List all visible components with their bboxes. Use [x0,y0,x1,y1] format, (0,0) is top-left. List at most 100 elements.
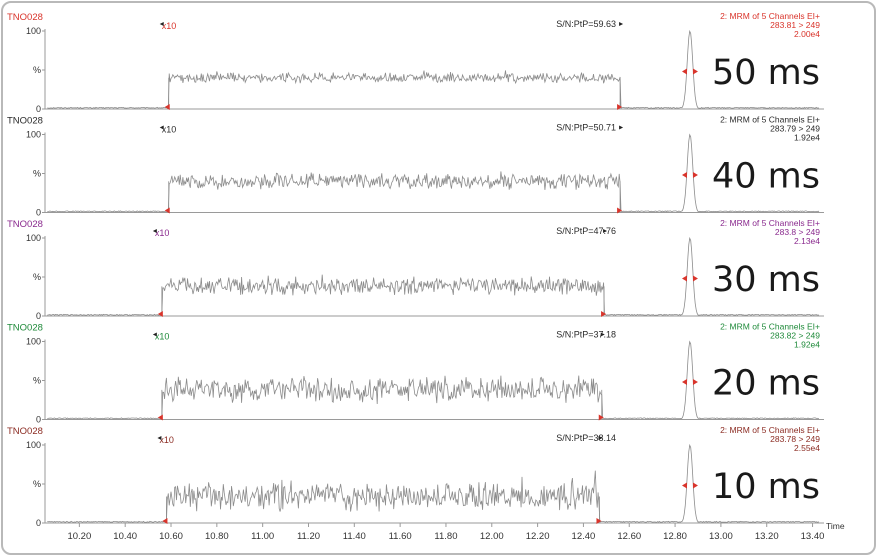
sn-value: S/N:PtP=50.71 [556,123,616,133]
zoom-label: x10 [162,21,177,31]
zoom-end-arrow [598,436,603,440]
x-axis-label: Time [826,521,845,531]
peak-left-marker [681,275,687,282]
peak-right-marker [692,275,698,282]
transition-label: 283.8 > 249 [775,227,820,237]
y-tick-label: % [33,169,41,179]
y-tick-label: 100 [26,337,41,347]
peak-left-marker [681,172,687,179]
y-tick-label: 0 [36,311,41,321]
zoom-marker-arrow [152,332,157,337]
intensity-label: 2.55e4 [794,443,820,453]
integration-start-marker [164,104,170,110]
y-tick-label: 0 [36,104,41,114]
dwell-time-label: 40 ms [712,157,820,197]
zoom-marker-arrow [159,125,164,130]
zoom-end-arrow [619,22,624,26]
y-tick-label: 0 [36,208,41,218]
transition-label: 283.82 > 249 [770,331,820,341]
integration-end-marker [596,518,602,524]
zoom-marker-arrow [152,229,157,233]
zoom-end-arrow [600,332,605,337]
channel-label: 2: MRM of 5 Channels EI+ [720,218,820,228]
intensity-label: 1.92e4 [794,340,820,350]
peak-right-marker [692,379,698,386]
x-tick-label: 13.00 [709,531,733,542]
x-tick-label: 12.40 [572,531,596,542]
zoom-label: x10 [155,228,170,238]
integration-start-marker [162,518,168,524]
chromatogram-trace [47,236,820,316]
chromatogram-trace [47,340,820,420]
x-tick-label: 12.20 [526,531,550,542]
sn-value: S/N:PtP=47.76 [556,226,616,236]
chromatogram-trace [47,133,820,213]
x-tick-label: 13.40 [801,531,825,542]
transition-label: 283.79 > 249 [770,124,820,134]
peak-left-marker [681,379,687,386]
y-tick-label: % [33,479,41,489]
zoom-label: x10 [159,435,174,445]
integration-end-marker [598,414,604,421]
peak-left-marker [681,482,687,489]
sample-label: TNO028 [7,116,43,127]
x-tick-label: 11.00 [251,531,274,542]
y-tick-label: 100 [26,26,41,36]
y-tick-label: 100 [26,233,41,243]
intensity-label: 1.92e4 [794,133,820,143]
intensity-label: 2.13e4 [794,236,820,246]
sample-label: TNO028 [7,219,43,230]
zoom-label: x10 [155,332,170,342]
dwell-time-label: 50 ms [712,53,820,93]
y-tick-label: % [33,65,41,75]
x-tick-label: 12.80 [663,531,687,542]
dwell-time-label: 30 ms [712,260,820,300]
peak-right-marker [692,68,698,75]
zoom-end-arrow [603,229,608,233]
y-tick-label: 100 [26,440,41,450]
y-tick-label: 100 [26,130,41,140]
y-tick-label: 0 [36,415,41,425]
zoom-end-arrow [619,125,624,130]
y-tick-label: 0 [36,518,41,528]
dwell-time-label: 20 ms [712,364,820,404]
x-tick-label: 10.20 [67,531,91,542]
sample-label: TNO028 [7,323,43,334]
integration-start-marker [164,207,170,214]
sn-value: S/N:PtP=37.18 [556,330,616,340]
channel-label: 2: MRM of 5 Channels EI+ [720,322,820,332]
x-tick-label: 12.60 [617,531,641,542]
chromatogram-trace [47,29,820,109]
integration-end-marker [601,311,607,317]
sn-value: S/N:PtP=38.14 [556,433,616,443]
channel-label: 2: MRM of 5 Channels EI+ [720,425,820,435]
y-tick-label: % [33,376,41,386]
intensity-label: 2.00e4 [794,29,820,39]
x-tick-label: 11.20 [297,531,320,542]
transition-label: 283.81 > 249 [770,20,820,30]
peak-right-marker [692,482,698,489]
integration-start-marker [157,311,163,317]
sample-label: TNO028 [7,12,43,23]
zoom-marker-arrow [159,22,164,26]
x-tick-label: 10.80 [205,531,229,542]
x-tick-label: 11.40 [343,531,366,542]
chromatogram-trace [47,443,820,523]
transition-label: 283.78 > 249 [770,434,820,444]
peak-left-marker [681,68,687,75]
sn-value: S/N:PtP=59.63 [556,19,616,29]
x-tick-label: 10.60 [159,531,183,542]
x-tick-label: 12.00 [480,531,504,542]
y-tick-label: % [33,272,41,282]
x-tick-label: 13.20 [755,531,779,542]
channel-label: 2: MRM of 5 Channels EI+ [720,115,820,125]
channel-label: 2: MRM of 5 Channels EI+ [720,11,820,21]
x-tick-label: 10.40 [113,531,137,542]
integration-end-marker [617,207,623,214]
dwell-time-label: 10 ms [712,467,820,507]
zoom-label: x10 [162,125,177,135]
x-tick-label: 11.80 [434,531,457,542]
integration-end-marker [617,104,623,110]
x-tick-label: 11.60 [389,531,412,542]
